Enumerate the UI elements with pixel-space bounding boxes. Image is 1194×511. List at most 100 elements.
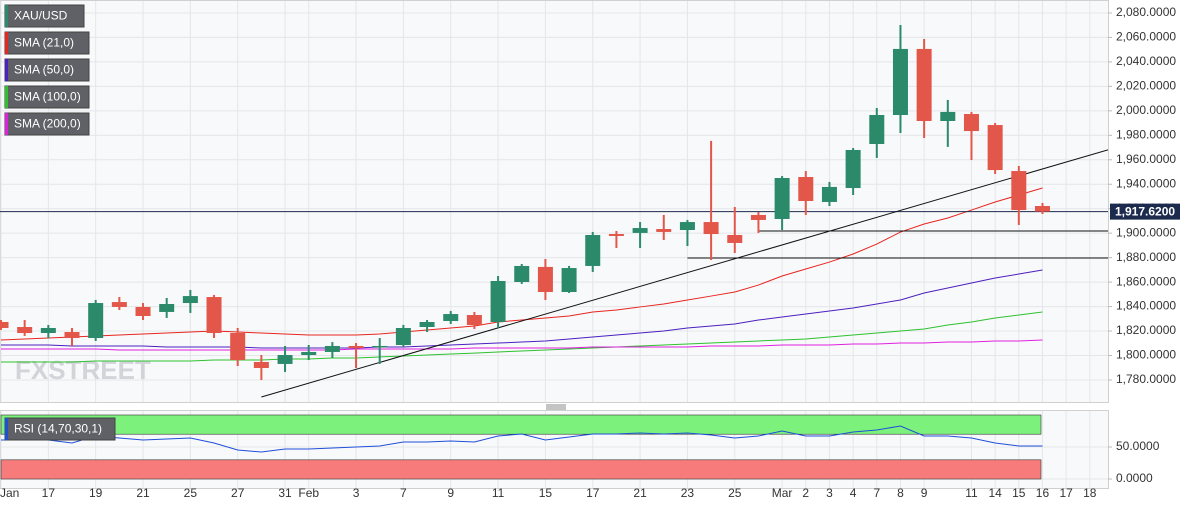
rsi-plot [0, 414, 1043, 480]
panel-resize-handle[interactable] [546, 404, 566, 410]
x-tick-label: 3 [353, 486, 360, 500]
legend-label: RSI (14,70,30,1) [14, 422, 102, 436]
candle-body [963, 114, 979, 132]
candle-body [372, 345, 388, 348]
sma-line [0, 187, 1043, 341]
sma-line [1, 339, 1043, 351]
rsi-y-tick-label: 50.0000 [1116, 439, 1160, 453]
candle-body [466, 315, 482, 326]
x-tick-label: 17 [586, 486, 600, 500]
legend-item[interactable]: SMA (21,0) [4, 31, 90, 55]
candle-body [348, 345, 364, 349]
candle-body [253, 361, 269, 368]
candle-body [324, 345, 340, 352]
x-tick-label: 21 [633, 486, 647, 500]
x-tick-label: 15 [539, 486, 553, 500]
candle-body [490, 281, 506, 322]
legend-swatch [5, 86, 8, 108]
y-tick-label: 2,080.0000 [1116, 5, 1176, 19]
price-plot [0, 24, 1108, 398]
candle-body [159, 304, 175, 312]
candle-body [656, 229, 672, 232]
rsi-line [1, 425, 1043, 453]
legend-item[interactable]: SMA (200,0) [4, 112, 90, 136]
rsi-band [0, 414, 1042, 435]
candle-body [88, 303, 104, 339]
legend-swatch [5, 32, 8, 54]
candle-body [443, 314, 459, 322]
rsi-y-tick-label: 0.0000 [1116, 471, 1153, 485]
legend: XAU/USD SMA (21,0) SMA (50,0) SMA (100,0) SM… [4, 4, 116, 441]
y-tick-label: 1,820.0000 [1116, 323, 1176, 337]
x-tick-label: 25 [184, 486, 198, 500]
x-tick-label: 27 [231, 486, 245, 500]
x-tick-label: 18 [1083, 486, 1097, 500]
candle-body [64, 332, 80, 339]
candle-body [537, 266, 553, 293]
candle-body [395, 327, 411, 345]
x-tick-label: 11 [965, 486, 978, 500]
legend-item[interactable]: SMA (50,0) [4, 58, 90, 82]
candle-body [1034, 206, 1050, 212]
candle-body [230, 333, 246, 361]
candle-body [514, 265, 530, 282]
x-tick-label: 3 [826, 486, 833, 500]
x-tick-label: 7 [873, 486, 880, 500]
x-tick-label: 4 [850, 486, 857, 500]
legend-item[interactable]: XAU/USD [4, 4, 85, 28]
y-tick-label: 2,060.0000 [1116, 30, 1176, 44]
candle-body [916, 48, 932, 121]
candle-body [301, 351, 317, 356]
x-tick-label: 31 [278, 486, 292, 500]
legend-label: SMA (200,0) [14, 117, 81, 131]
candle-body [632, 228, 648, 233]
axes: 1,780.0000 1,800.0000 1,820.0000 1,840.0000… [0, 5, 1180, 500]
candle-body [727, 235, 743, 243]
candle-body [774, 178, 790, 219]
y-tick-label: 1,860.0000 [1116, 274, 1176, 288]
legend-label: XAU/USD [14, 9, 68, 23]
x-tick-label: 17 [1059, 486, 1073, 500]
x-tick-label: Mar [772, 486, 793, 500]
candle-body [585, 235, 601, 266]
candle-body [277, 355, 293, 364]
x-tick-label: 23 [681, 486, 695, 500]
x-tick-label: 25 [728, 486, 742, 500]
sma-line [1, 311, 1043, 363]
x-tick-label: 8 [897, 486, 904, 500]
candle-body [798, 177, 814, 201]
legend-label: SMA (100,0) [14, 90, 81, 104]
x-tick-label: Jan [0, 486, 19, 500]
x-tick-label: 14 [988, 486, 1002, 500]
trendline [261, 149, 1108, 398]
candle-body [703, 222, 719, 235]
x-tick-label: 17 [42, 486, 56, 500]
candle-body [40, 327, 56, 334]
y-tick-label: 2,020.0000 [1116, 79, 1176, 93]
x-tick-label: 7 [400, 486, 407, 500]
candle-body [869, 114, 885, 144]
y-tick-label: 1,980.0000 [1116, 127, 1176, 141]
legend-label: SMA (21,0) [14, 36, 74, 50]
candle-body [17, 327, 33, 334]
sma-line [1, 269, 1043, 349]
rsi-legend-item[interactable]: RSI (14,70,30,1) [4, 417, 116, 441]
candle-body [892, 48, 908, 115]
x-tick-label: 9 [447, 486, 454, 500]
candle-body [419, 321, 435, 328]
grid [0, 1, 1108, 488]
candle-body [679, 222, 695, 230]
legend-item[interactable]: SMA (100,0) [4, 85, 90, 109]
legend-label: SMA (50,0) [14, 63, 74, 77]
candle-body [940, 111, 956, 121]
y-tick-label: 1,940.0000 [1116, 176, 1176, 190]
candle-body [0, 321, 9, 328]
y-tick-label: 1,880.0000 [1116, 250, 1176, 264]
x-tick-label: Feb [298, 486, 319, 500]
y-tick-label: 1,780.0000 [1116, 372, 1176, 386]
candle-body [1011, 171, 1027, 211]
y-tick-label: 1,840.0000 [1116, 299, 1176, 313]
rsi-band [0, 459, 1042, 480]
